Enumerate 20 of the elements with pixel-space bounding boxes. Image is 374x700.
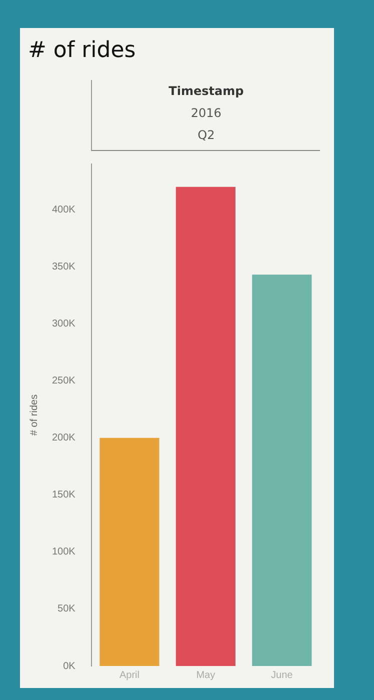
- y-tick-label: 100K: [52, 546, 76, 558]
- y-tick-label: 200K: [52, 432, 76, 444]
- x-tick-label: May: [196, 670, 216, 681]
- bar: [100, 438, 160, 666]
- chart-title: # of rides: [28, 38, 136, 63]
- x-tick-label: June: [271, 670, 294, 681]
- y-axis-title: # of rides: [28, 394, 40, 436]
- y-tick-label: 300K: [52, 318, 76, 330]
- y-tick-label: 350K: [52, 261, 76, 272]
- y-tick-label: 400K: [52, 204, 76, 216]
- x-tick-label: April: [119, 670, 140, 681]
- y-tick-label: 0K: [63, 660, 76, 672]
- bar: [176, 186, 236, 666]
- text: Q2: [196, 127, 216, 144]
- text: 2016: [190, 105, 222, 122]
- y-tick-label: 250K: [52, 376, 76, 387]
- y-tick-label: 50K: [58, 604, 76, 615]
- bar: [252, 274, 312, 666]
- y-tick-label: 150K: [52, 490, 76, 501]
- text: Timestamp: [168, 83, 245, 100]
